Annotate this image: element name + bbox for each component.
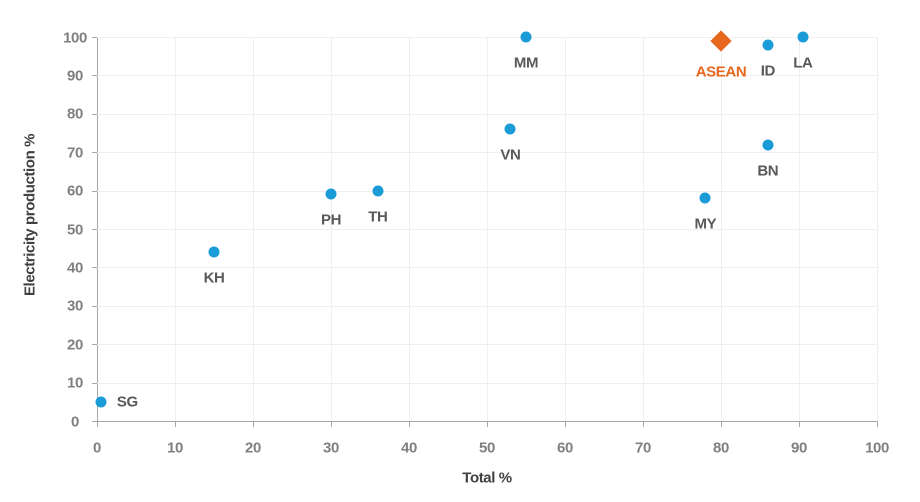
data-label-bn: BN <box>757 162 779 180</box>
x-axis-tick <box>643 422 644 427</box>
v-gridline <box>565 37 566 421</box>
x-axis-tick <box>331 422 332 427</box>
data-point-my <box>699 192 711 204</box>
data-point-id <box>762 39 774 51</box>
y-axis-tick <box>92 344 97 346</box>
data-point-vn <box>504 123 516 135</box>
data-point-mm <box>520 31 532 43</box>
y-axis-tick <box>92 152 97 154</box>
y-axis-tick <box>92 267 97 269</box>
y-axis-tick <box>92 37 97 38</box>
x-tick-label: 10 <box>167 439 183 457</box>
y-tick-label: 100 <box>63 29 87 46</box>
y-axis-tick <box>92 421 97 422</box>
data-label-kh: KH <box>203 269 225 287</box>
x-tick-label: 40 <box>401 439 417 457</box>
data-label-sg: SG <box>116 393 138 411</box>
x-tick-label: 20 <box>245 439 261 457</box>
data-point-ph <box>325 188 337 200</box>
data-label-my: MY <box>694 215 717 233</box>
x-tick-label: 70 <box>635 439 651 457</box>
y-axis-tick <box>92 113 97 115</box>
data-label-th: TH <box>368 208 388 226</box>
x-tick-label: 60 <box>557 439 573 457</box>
x-axis-title: Total % <box>462 469 512 487</box>
y-tick-label: 50 <box>67 221 83 238</box>
y-tick-label: 20 <box>67 336 83 354</box>
v-gridline <box>643 37 644 421</box>
y-axis-tick <box>92 382 97 384</box>
x-axis-tick <box>721 422 722 427</box>
v-gridline <box>409 37 410 421</box>
x-axis-tick <box>565 422 566 427</box>
y-tick-label: 40 <box>67 259 83 277</box>
y-axis-tick <box>92 75 97 77</box>
v-gridline <box>799 37 800 421</box>
x-tick-label: 30 <box>323 439 339 457</box>
x-tick-label: 50 <box>479 439 495 457</box>
data-point-kh <box>208 246 220 258</box>
data-label-ph: PH <box>320 211 342 229</box>
v-gridline <box>877 37 878 421</box>
data-point-th <box>372 185 384 197</box>
data-point-la <box>797 31 809 43</box>
v-gridline <box>175 37 176 421</box>
data-label-mm: MM <box>513 54 539 72</box>
x-tick-label: 100 <box>865 439 889 457</box>
data-point-bn <box>762 139 774 151</box>
x-tick-label: 0 <box>93 439 101 457</box>
y-tick-label: 60 <box>67 182 83 200</box>
y-axis-tick <box>92 229 97 230</box>
y-tick-label: 80 <box>67 105 83 123</box>
x-axis-tick <box>97 422 98 427</box>
x-axis-tick <box>487 422 488 427</box>
x-tick-label: 90 <box>791 439 807 457</box>
v-gridline <box>721 37 722 421</box>
data-label-asean: ASEAN <box>695 63 747 81</box>
data-label-vn: VN <box>500 146 521 164</box>
y-tick-label: 70 <box>67 144 83 162</box>
x-axis-tick <box>799 422 800 427</box>
v-gridline <box>331 37 332 421</box>
y-axis-title: Electricity production % <box>21 133 39 297</box>
data-label-id: ID <box>760 62 776 80</box>
y-axis-tick <box>92 305 97 307</box>
x-axis-tick <box>877 422 878 427</box>
x-axis-tick <box>253 422 254 427</box>
v-gridline <box>487 37 488 421</box>
x-tick-label: 80 <box>713 439 729 457</box>
x-axis-tick <box>175 422 176 427</box>
v-gridline <box>253 37 254 421</box>
y-tick-label: 10 <box>67 374 83 392</box>
y-tick-label: 30 <box>67 297 83 315</box>
data-point-sg <box>95 396 107 408</box>
y-axis-tick <box>92 190 97 192</box>
y-tick-label: 90 <box>67 67 83 85</box>
data-label-la: LA <box>793 54 813 72</box>
x-axis-tick <box>409 422 410 427</box>
y-tick-label: 0 <box>71 413 79 430</box>
